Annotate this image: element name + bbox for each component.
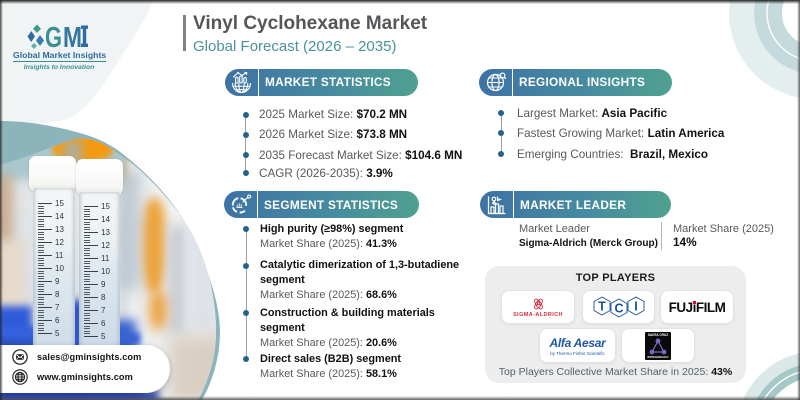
svg-text:G: G (45, 22, 62, 54)
svg-text:C: C (614, 301, 623, 315)
svg-text:T: T (598, 299, 606, 313)
svg-text:I: I (634, 299, 637, 313)
svg-text:M: M (63, 22, 82, 54)
svg-text:A: A (535, 299, 541, 308)
